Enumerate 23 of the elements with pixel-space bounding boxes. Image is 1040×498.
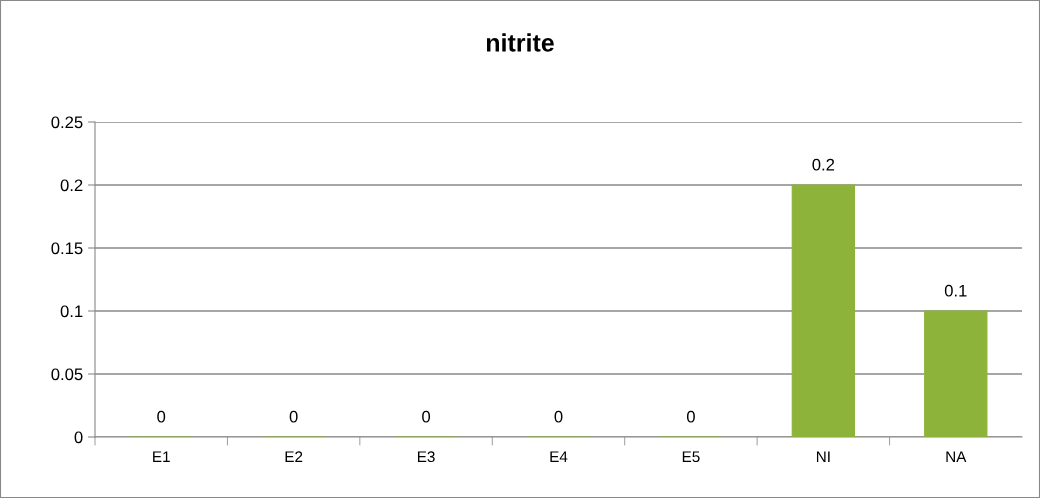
y-tick-label: 0.1 <box>60 305 83 318</box>
y-tick-label: 0.15 <box>51 242 83 255</box>
y-tick-label: 0.05 <box>51 368 83 381</box>
y-tick-label: 0.2 <box>60 179 83 192</box>
y-tick-label: 0.25 <box>51 116 83 129</box>
data-label: 0 <box>422 410 431 423</box>
data-label: 0 <box>554 410 563 423</box>
x-tick-label: E5 <box>682 451 700 463</box>
x-tick-label: E3 <box>417 451 435 463</box>
bar <box>791 184 856 437</box>
data-label: 0 <box>157 410 166 423</box>
y-tick-label: 0 <box>74 431 83 444</box>
x-tick-label: NI <box>816 451 830 462</box>
x-tick-label: E2 <box>285 451 303 462</box>
data-label: 0.2 <box>812 158 835 171</box>
x-tick-label: NA <box>946 451 967 462</box>
bar <box>924 310 988 437</box>
data-label: 0.1 <box>944 284 967 297</box>
x-tick-label: E4 <box>550 451 568 462</box>
chart-title: nitrite <box>486 33 554 52</box>
x-tick-label: E1 <box>153 451 170 462</box>
data-label: 0 <box>686 410 695 423</box>
data-label: 0 <box>289 410 298 423</box>
